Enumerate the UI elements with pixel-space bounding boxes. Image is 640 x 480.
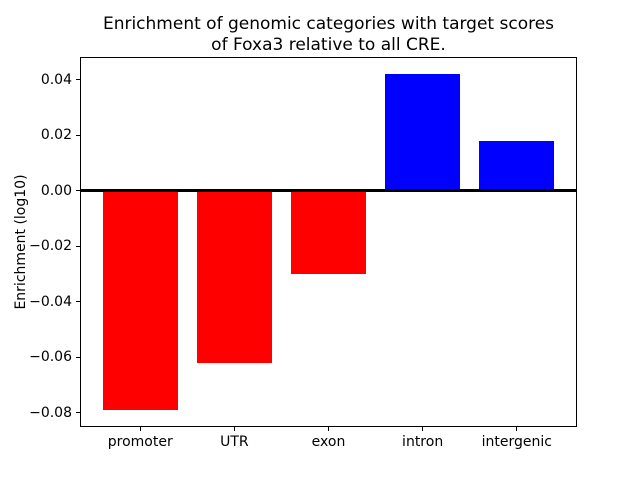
chart-title: Enrichment of genomic categories with ta… (80, 14, 577, 56)
x-tick-label: intergenic (481, 434, 552, 450)
y-tick-label: −0.08 (29, 404, 72, 421)
y-tick-mark (76, 412, 80, 414)
y-tick-mark (76, 301, 80, 303)
bar-intergenic (479, 140, 555, 191)
x-tick-label: UTR (220, 434, 249, 450)
y-tick-label: −0.02 (29, 238, 72, 255)
x-tick-mark (328, 427, 329, 431)
y-tick-label: 0.04 (40, 71, 72, 88)
x-tick-mark (139, 427, 141, 431)
x-tick-mark (233, 427, 235, 431)
x-tick-label: intron (402, 434, 444, 450)
bar-intron (384, 73, 461, 191)
x-tick-mark (516, 427, 518, 431)
bar-exon (290, 190, 367, 274)
x-tick-label: promoter (107, 434, 173, 450)
y-tick-mark (76, 134, 80, 136)
zero-line (80, 189, 577, 193)
x-tick-label: exon (311, 434, 346, 450)
y-tick-label: 0.02 (40, 127, 72, 144)
y-tick-mark (76, 79, 80, 80)
y-tick-mark (76, 245, 80, 247)
y-tick-mark (76, 356, 80, 358)
x-tick-mark (422, 427, 424, 431)
bar-UTR (196, 190, 273, 363)
y-tick-mark (76, 190, 80, 192)
chart-title-line1: Enrichment of genomic categories with ta… (102, 14, 555, 34)
y-tick-label: 0.00 (40, 182, 72, 199)
y-tick-label: −0.06 (29, 349, 72, 366)
bar-promoter (102, 190, 178, 411)
chart-title-line2: of Foxa3 relative to all CRE. (211, 35, 446, 55)
y-tick-label: −0.04 (29, 293, 72, 310)
